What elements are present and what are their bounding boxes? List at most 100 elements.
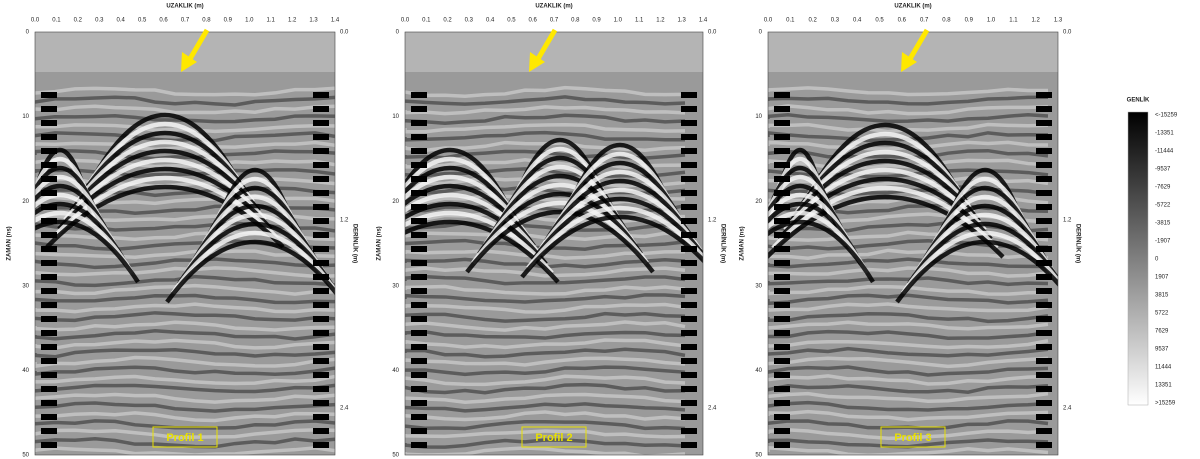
edge-band — [1036, 204, 1052, 210]
edge-band — [681, 92, 697, 98]
edge-band — [681, 442, 697, 448]
x-tick-label: 0.5 — [507, 18, 516, 24]
edge-band — [313, 358, 329, 364]
edge-band — [41, 442, 57, 448]
edge-band — [1036, 190, 1052, 196]
reflection — [35, 446, 335, 455]
reflection — [35, 266, 335, 279]
edge-band — [411, 134, 427, 140]
colorbar-label: 13351 — [1155, 383, 1172, 389]
edge-band — [774, 246, 790, 252]
hyperbola — [183, 212, 327, 277]
edge-band — [774, 400, 790, 406]
y-axis-title: ZAMAN (ns) — [7, 226, 13, 260]
edge-band — [313, 442, 329, 448]
hyperbola — [907, 221, 1058, 286]
edge-band — [774, 218, 790, 224]
edge-band — [411, 414, 427, 420]
colorbar-label: 5722 — [1155, 311, 1169, 317]
edge-band — [774, 358, 790, 364]
radargram — [768, 32, 1058, 455]
y-tick-label: 10 — [755, 114, 762, 120]
reflection — [768, 329, 1049, 341]
x-tick-label: 0.3 — [95, 18, 104, 24]
reflection — [35, 148, 335, 161]
hyperbola — [768, 210, 869, 275]
edge-band — [41, 274, 57, 280]
reflection — [768, 311, 1049, 324]
reflection — [768, 383, 1049, 394]
edge-band — [1036, 428, 1052, 434]
edge-band — [41, 148, 57, 154]
hyperbola — [81, 130, 249, 195]
x-tick-label: 0.4 — [117, 18, 126, 24]
reflection — [405, 365, 686, 377]
edge-band — [411, 246, 427, 252]
reflection — [768, 284, 1049, 296]
reflection — [405, 402, 686, 413]
hyperbola — [544, 178, 696, 243]
edge-band — [774, 442, 790, 448]
reflection — [35, 437, 335, 449]
edge-band — [313, 330, 329, 336]
edge-band — [313, 162, 329, 168]
y-axis-title: ZAMAN (ns) — [377, 226, 383, 260]
reflection — [35, 104, 335, 115]
reflection — [35, 95, 335, 107]
hyperbola — [405, 156, 518, 221]
hyperbola — [405, 201, 548, 266]
reflection — [405, 231, 686, 242]
reflection — [405, 293, 686, 304]
reflection — [768, 409, 1049, 422]
x-tick-label: 0.0 — [401, 18, 410, 24]
edge-band — [681, 218, 697, 224]
x-tick-label: 0.4 — [486, 18, 495, 24]
frame — [767, 31, 1059, 456]
edge-band — [41, 414, 57, 420]
reflection — [405, 85, 686, 99]
profile-label: Profil 1 — [166, 432, 203, 444]
edge-band — [411, 120, 427, 126]
colorbar-label: -3815 — [1155, 221, 1171, 227]
edge-band — [41, 358, 57, 364]
x-tick-label: 1.1 — [267, 18, 276, 24]
profile-label: Profil 3 — [894, 432, 931, 444]
edge-band — [774, 134, 790, 140]
edge-band — [411, 358, 427, 364]
edge-band — [313, 274, 329, 280]
colorbar-label: 3815 — [1155, 293, 1169, 299]
air-layer — [405, 32, 703, 72]
edge-band — [41, 92, 57, 98]
x-tick-label: 1.2 — [1032, 18, 1041, 24]
hyperbola — [813, 122, 957, 187]
hyperbola — [35, 201, 128, 266]
edge-band — [411, 92, 427, 98]
arrow-head — [529, 52, 545, 72]
x-tick-label: 0.3 — [831, 18, 840, 24]
edge-band — [41, 190, 57, 196]
edge-band — [681, 386, 697, 392]
reflection — [768, 391, 1049, 404]
colorbar-label: -9537 — [1155, 167, 1171, 173]
edge-band — [411, 148, 427, 154]
reflection — [35, 114, 335, 124]
y-tick-label: 50 — [755, 453, 762, 459]
x-tick-label: 0.4 — [853, 18, 862, 24]
edge-band — [411, 274, 427, 280]
edge-band — [1036, 176, 1052, 182]
edge-band — [774, 414, 790, 420]
x-tick-label: 0.6 — [529, 18, 538, 24]
reflection — [35, 320, 335, 332]
edge-band — [41, 120, 57, 126]
reflection — [768, 356, 1049, 369]
edge-band — [774, 204, 790, 210]
hyperbola — [93, 112, 237, 177]
edge-band — [313, 120, 329, 126]
y-tick-label: 40 — [392, 368, 399, 374]
y2-tick-label: 1.2 — [708, 218, 717, 224]
hyperbola — [768, 194, 1005, 259]
edge-band — [41, 316, 57, 322]
hyperbola — [75, 139, 255, 204]
reflection — [768, 248, 1049, 261]
x-axis-title: UZAKLIK (m) — [894, 4, 931, 10]
